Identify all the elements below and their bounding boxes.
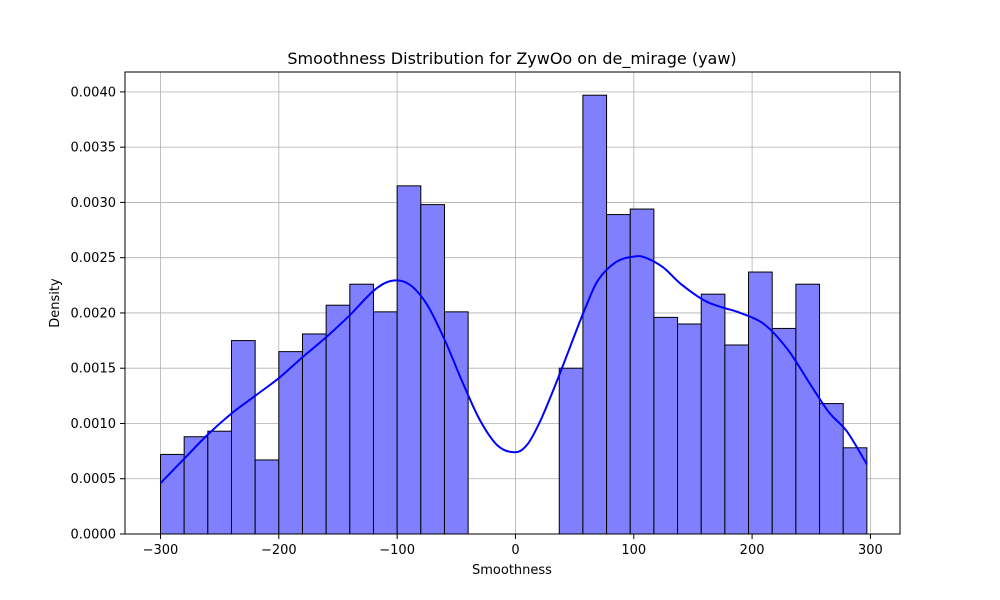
x-tick-label: 0 [511, 543, 519, 558]
histogram-bar [325, 304, 351, 535]
x-axis-label: Smoothness [472, 563, 552, 578]
histogram-bar [842, 447, 868, 535]
x-tick-label: 200 [740, 543, 765, 558]
histogram-bar [372, 311, 398, 535]
x-tick-label: 300 [858, 543, 883, 558]
chart-title: Smoothness Distribution for ZywOo on de_… [287, 49, 736, 69]
x-tick-label: −100 [379, 543, 415, 558]
y-tick-label: 0.0010 [71, 417, 117, 432]
histogram-bar [771, 327, 797, 535]
y-tick-label: 0.0020 [71, 306, 117, 321]
y-tick-label: 0.0015 [71, 362, 117, 377]
histogram-bar [183, 436, 209, 535]
x-tick-label: −200 [261, 543, 297, 558]
x-tick-label: −300 [143, 543, 179, 558]
y-tick-label: 0.0025 [71, 251, 117, 266]
histogram-bar [349, 283, 374, 535]
kde-line [159, 255, 868, 484]
histogram-bar [301, 333, 327, 535]
histogram-bar [795, 283, 821, 535]
histogram-bar [724, 344, 750, 535]
histogram-bars [159, 94, 868, 535]
y-axis-label: Density [48, 278, 63, 328]
y-axis-ticks: 0.0000 0.0005 0.0010 0.0015 0.0020 0.0025 0.00… [71, 85, 125, 543]
histogram-bar [278, 351, 303, 535]
y-tick-label: 0.0005 [71, 472, 117, 487]
x-tick-label: 100 [621, 543, 646, 558]
histogram-bar [677, 323, 702, 535]
histogram-bar [254, 459, 280, 535]
histogram-bar [396, 185, 422, 535]
histogram-bar [748, 271, 773, 535]
histogram-bar [700, 293, 726, 535]
y-tick-label: 0.0040 [71, 85, 117, 100]
histogram-bar [207, 430, 232, 535]
histogram-bar [606, 214, 631, 535]
histogram-bar [159, 453, 185, 535]
kde-curve [159, 255, 868, 484]
histogram-bar [582, 94, 608, 535]
histogram-bar [558, 367, 584, 535]
plot-frame [124, 71, 901, 535]
y-tick-label: 0.0030 [71, 196, 117, 211]
histogram-bar [420, 204, 445, 535]
y-tick-label: 0.0035 [71, 141, 117, 156]
histogram-bar [629, 208, 655, 535]
y-tick-label: 0.0000 [71, 528, 117, 543]
histogram-bar [653, 316, 679, 535]
histogram-bar [230, 340, 256, 535]
x-axis-ticks: −300 −200 −100 0 100 200 300 [143, 534, 883, 558]
